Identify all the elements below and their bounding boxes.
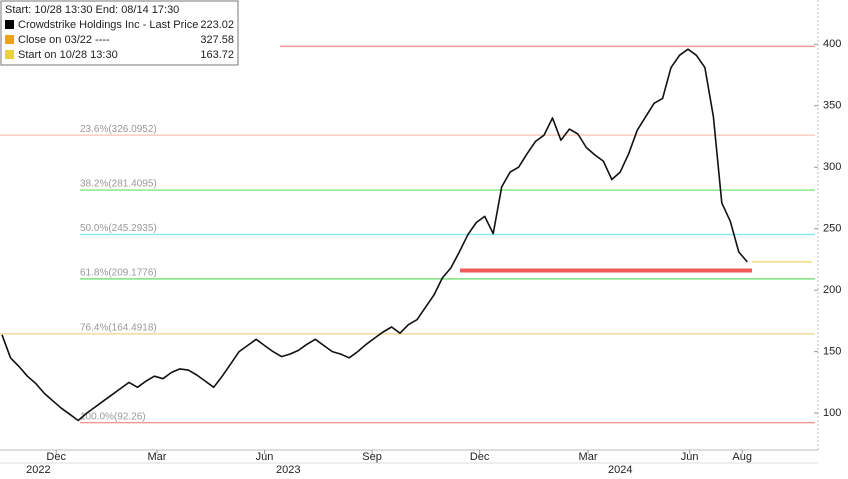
fib-label: 50.0%(245.2935)	[80, 223, 157, 234]
legend-value: 163.72	[200, 49, 234, 61]
x-tick-label: Dec	[46, 451, 66, 463]
y-tick-label: 400	[823, 38, 841, 50]
legend-name: Start on 10/28 13:30	[18, 49, 118, 61]
x-tick-label: Aug	[732, 451, 752, 463]
y-tick-label: 300	[823, 161, 841, 173]
legend-swatch	[5, 35, 14, 44]
legend: Start: 10/28 13:30 End: 08/14 17:30 Crowd…	[0, 0, 239, 66]
fib-label: 76.4%(164.4918)	[80, 322, 157, 333]
legend-name: Close on 03/22 ----	[18, 34, 110, 46]
legend-box	[0, 0, 239, 66]
fib-label: 23.6%(326.0952)	[80, 124, 157, 135]
fib-label: 100.0%(92.26)	[80, 411, 146, 422]
x-tick-label: Jun	[681, 451, 699, 463]
x-tick-label: Sep	[362, 451, 382, 463]
legend-header: Start: 10/28 13:30 End: 08/14 17:30	[5, 4, 179, 16]
y-tick-label: 350	[823, 100, 841, 112]
y-tick-label: 150	[823, 346, 841, 358]
y-tick-label: 250	[823, 223, 841, 235]
price-line	[1, 48, 748, 422]
legend-swatch	[5, 50, 14, 59]
y-tick-label: 100	[823, 407, 841, 419]
legend-swatch	[5, 20, 14, 29]
legend-value: 223.02	[200, 19, 234, 31]
x-tick-label: Jun	[256, 451, 274, 463]
year-label: 2022	[26, 464, 50, 476]
year-label: 2024	[608, 464, 632, 476]
x-tick-label: Dec	[470, 451, 490, 463]
x-tick-label: Mar	[579, 451, 598, 463]
year-label: 2023	[276, 464, 300, 476]
legend-name: Crowdstrike Holdings Inc - Last Price	[18, 19, 198, 31]
x-tick-label: Mar	[148, 451, 167, 463]
fib-label: 38.2%(281.4095)	[80, 179, 157, 190]
fib-label: 61.8%(209.1776)	[80, 268, 157, 279]
y-tick-label: 200	[823, 284, 841, 296]
legend-value: 327.58	[200, 34, 234, 46]
